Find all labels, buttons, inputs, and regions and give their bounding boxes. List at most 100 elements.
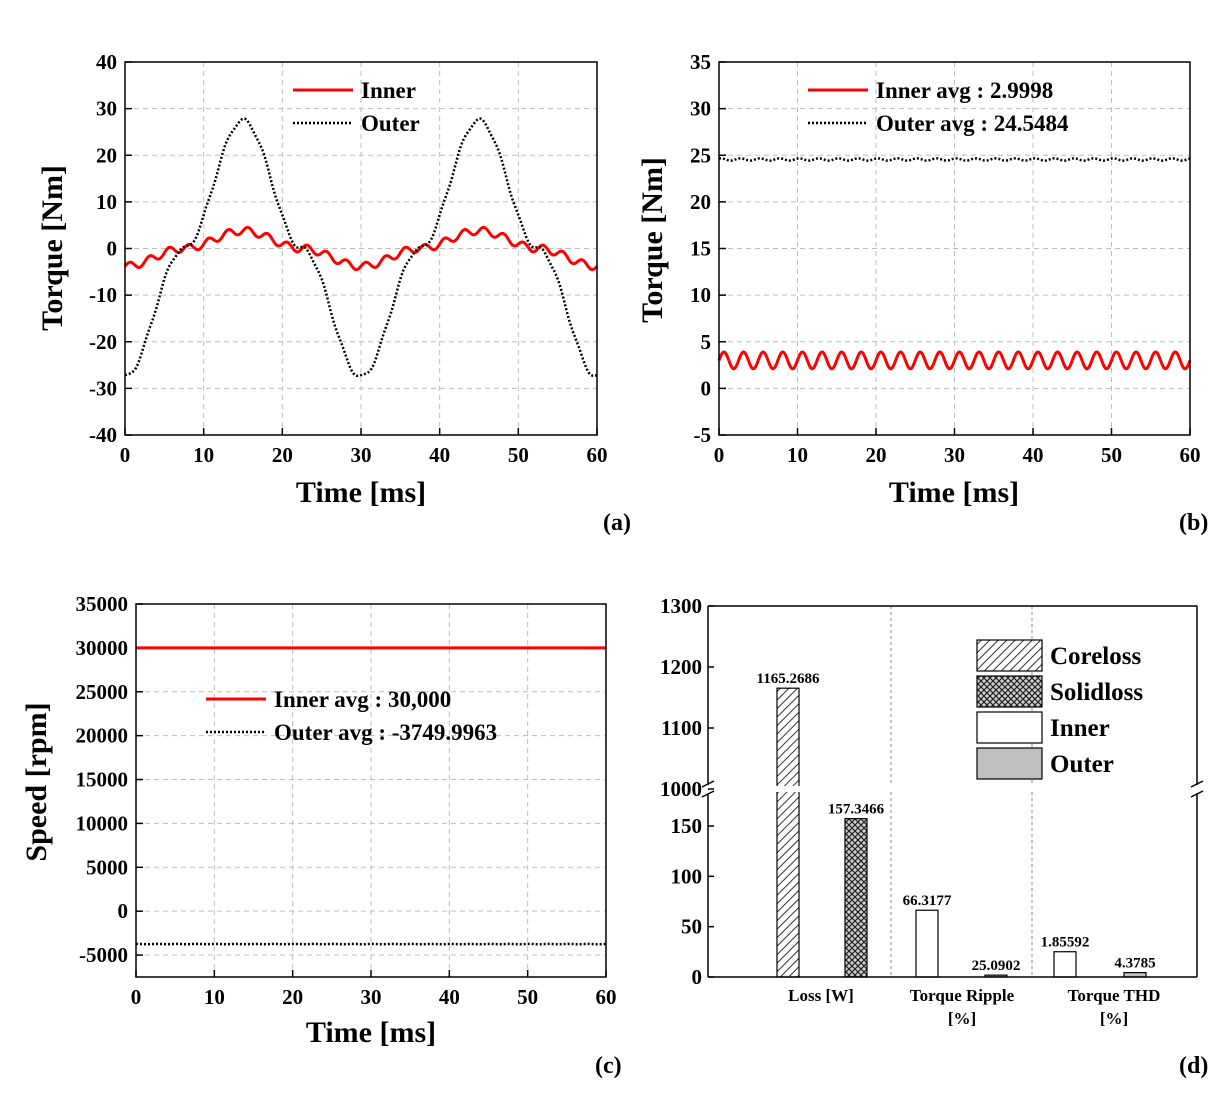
x-tick-labels: 0 10 20 30 40 50 60 — [131, 985, 617, 1009]
legend: Inner Outer — [293, 78, 420, 136]
panel-label: (a) — [603, 510, 631, 536]
legend-swatch-coreloss — [976, 639, 1043, 672]
y-tick-label: 35000 — [76, 592, 129, 616]
bar-coreloss — [776, 687, 800, 978]
y-tick-label: 25000 — [76, 680, 129, 704]
x-tick-label: 10 — [204, 985, 225, 1009]
panel-label: (b) — [1179, 510, 1208, 536]
series-line-inner — [123, 225, 599, 272]
axis-break-gap — [707, 786, 1198, 792]
legend-label-inner: Inner — [1050, 715, 1110, 742]
legend-label-outer: Outer avg : 24.5484 — [876, 111, 1069, 136]
y-tick-label: 10 — [690, 283, 711, 307]
speed-vs-time-panel-c: 0 10 20 30 40 50 60 -5000050001000015000200002… — [20, 592, 622, 1079]
x-tick-label: 0 — [131, 985, 142, 1009]
data-label: 1165.2686 — [757, 671, 820, 687]
x-tick-label: 40 — [439, 985, 460, 1009]
y-tick-label: -30 — [89, 376, 117, 400]
legend-label-inner: Inner avg : 30,000 — [274, 687, 451, 712]
axis-break-mark — [701, 790, 715, 798]
y-axis-label: Speed [rpm] — [20, 702, 53, 861]
y-axis-label: Torque [Nm] — [36, 165, 69, 331]
y-tick-label: 30000 — [76, 636, 129, 660]
x-axis-label: Time [ms] — [889, 476, 1019, 509]
bar-inner — [1053, 951, 1077, 978]
y-tick-label: 10000 — [76, 811, 129, 835]
grid — [124, 61, 598, 436]
x-axis-label: Time [ms] — [306, 1016, 436, 1049]
y-tick-label: 0 — [118, 899, 129, 923]
y-tick-label: 1200 — [660, 655, 702, 679]
axis-break-mark — [701, 780, 715, 788]
data-label: 157.3466 — [828, 802, 885, 818]
y-tick-label: -10 — [89, 283, 117, 307]
bar-solidloss — [844, 818, 868, 978]
category-label: Torque THD — [1068, 986, 1161, 1005]
torque-vs-time-panel-a: 0 10 20 30 40 50 60 -40 -30 -20 -10 0 10 20 30 40 Time… — [36, 50, 631, 536]
legend: Inner avg : 2.9998 Outer avg : 24.5484 — [808, 78, 1069, 136]
series-line-inner — [717, 350, 1192, 371]
category-labels: Loss [W] Torque Ripple [%] Torque THD [%] — [788, 986, 1160, 1028]
y-tick-label: 0 — [692, 965, 703, 989]
y-tick-label: -5000 — [79, 943, 128, 967]
x-tick-label: 50 — [508, 443, 529, 467]
x-tick-label: 30 — [944, 443, 965, 467]
y-tick-label: 50 — [681, 915, 702, 939]
y-tick-labels: -40 -30 -20 -10 0 10 20 30 40 — [89, 50, 117, 447]
axis-break-mark — [1190, 790, 1204, 798]
panel-label: (c) — [595, 1053, 622, 1079]
data-labels: 1165.2686 157.3466 66.3177 1.85592 25.0902 4.… — [757, 671, 1156, 974]
series-lines — [717, 157, 1192, 371]
legend-label-solidloss: Solidloss — [1050, 679, 1143, 706]
y-tick-label: 20 — [690, 190, 711, 214]
legend: Inner avg : 30,000 Outer avg : -3749.996… — [206, 687, 497, 745]
y-tick-labels: 1000 1100 1200 1300 0 50 100 150 — [660, 594, 702, 989]
legend-label-inner: Inner — [361, 78, 416, 103]
y-axis-label: Torque [Nm] — [636, 157, 669, 323]
x-tick-label: 0 — [120, 443, 131, 467]
y-tick-label: 1000 — [660, 777, 702, 801]
x-tick-label: 30 — [351, 443, 372, 467]
y-tick-label: 20000 — [76, 724, 129, 748]
x-axis-label: Time [ms] — [296, 476, 426, 509]
legend-label-outer: Outer avg : -3749.9963 — [274, 720, 497, 745]
x-tick-label: 20 — [272, 443, 293, 467]
series-lines — [123, 117, 599, 378]
y-tick-label: 15000 — [76, 768, 129, 792]
series-line-outer — [718, 157, 1191, 162]
y-tick-label: 100 — [671, 864, 703, 888]
data-label: 66.3177 — [903, 893, 952, 909]
legend-label-inner: Inner avg : 2.9998 — [876, 78, 1053, 103]
x-tick-label: 60 — [596, 985, 617, 1009]
y-tick-label: 40 — [96, 50, 117, 74]
y-tick-label: 10 — [96, 190, 117, 214]
x-tick-label: 50 — [1101, 443, 1122, 467]
plot-frame — [135, 603, 607, 978]
series-lines — [135, 646, 607, 946]
y-tick-label: 0 — [701, 376, 712, 400]
legend-swatch-outer — [976, 747, 1043, 780]
y-tick-label: -20 — [89, 330, 117, 354]
x-tick-label: 20 — [866, 443, 887, 467]
category-label: Loss [W] — [788, 986, 854, 1005]
plot-frame — [718, 61, 1191, 436]
plot-frame — [701, 605, 1204, 978]
legend-label-coreloss: Coreloss — [1050, 643, 1141, 670]
x-tick-label: 40 — [429, 443, 450, 467]
y-tick-label: 1300 — [660, 594, 702, 618]
y-tick-labels: -5000 0 5000 10000 15000 20000 25000 30000 35000 — [76, 592, 129, 967]
y-tick-label: 30 — [96, 97, 117, 121]
grid — [135, 603, 607, 977]
legend-swatch-solidloss — [976, 675, 1043, 708]
x-tick-label: 60 — [1180, 443, 1201, 467]
data-label: 1.85592 — [1041, 935, 1090, 951]
legend: Coreloss Solidloss Inner Outer — [976, 639, 1143, 780]
x-tick-labels: 0 10 20 30 40 50 60 — [714, 443, 1201, 467]
grid — [718, 61, 1191, 436]
series-line-outer — [124, 117, 598, 378]
y-tick-label: 5 — [701, 330, 712, 354]
category-label: Torque Ripple — [910, 986, 1015, 1005]
y-tick-label: 30 — [690, 97, 711, 121]
